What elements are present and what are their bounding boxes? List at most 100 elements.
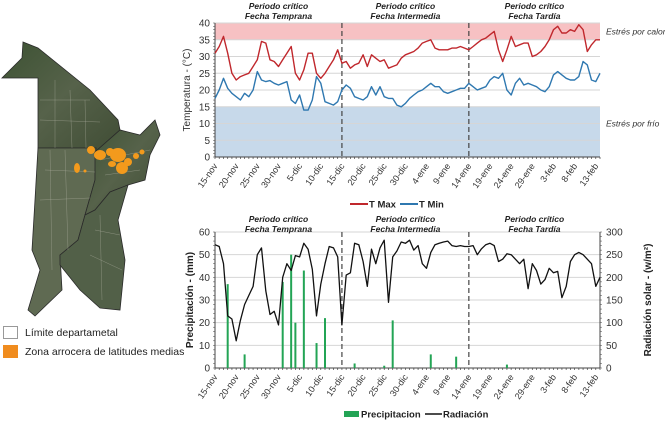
x-tick-label: 20-dic xyxy=(345,372,368,398)
period-label: Periodo crítico xyxy=(376,214,436,224)
y2-tick-label: 250 xyxy=(606,250,623,261)
y2-tick-label: 100 xyxy=(606,318,623,329)
x-tick-label: 20-dic xyxy=(345,161,368,187)
y-tick-label: 5 xyxy=(204,136,210,147)
y-tick-label: 20 xyxy=(199,318,211,329)
x-tick-label: 15-dic xyxy=(324,372,347,398)
x-tick-label: 29-ene xyxy=(513,372,537,401)
x-tick-label: 15-dic xyxy=(324,161,347,187)
y-tick-label: 30 xyxy=(199,52,211,63)
period-date-label: Fecha Intermedia xyxy=(370,11,440,21)
x-tick-label: 20-nov xyxy=(217,372,241,401)
tmax-line xyxy=(214,24,600,81)
precip-bar xyxy=(353,363,356,368)
x-tick-label: 5-dic xyxy=(285,372,305,394)
x-tick-label: 15-nov xyxy=(196,372,220,401)
map-legend-label: Zona arrocera de latitudes medias xyxy=(25,345,185,358)
precip-bar xyxy=(226,284,229,368)
y-tick-label: 40 xyxy=(199,19,211,30)
precip-bar xyxy=(281,281,284,368)
precip-bar xyxy=(243,354,246,368)
x-tick-label: 25-nov xyxy=(238,161,262,190)
x-tick-label: 9-ene xyxy=(431,161,452,186)
x-tick-label: 30-nov xyxy=(259,372,283,401)
y2-tick-label: 150 xyxy=(606,296,623,307)
map-legend-rice-zone: Zona arrocera de latitudes medias xyxy=(3,345,184,358)
radiation-line xyxy=(214,239,601,342)
x-tick-label: 13-feb xyxy=(578,372,601,399)
legend-rad-label: Radiación xyxy=(443,410,489,421)
period-label: Periodo crítico xyxy=(376,1,436,11)
cold-stress-band xyxy=(215,106,600,157)
x-tick-label: 14-ene xyxy=(449,161,473,190)
y-tick-label: 25 xyxy=(199,69,211,80)
x-tick-label: 19-ene xyxy=(470,372,494,401)
y-axis-title: Precipitación - (mm) xyxy=(185,252,196,348)
y-tick-label: 20 xyxy=(199,86,211,97)
x-tick-label: 9-ene xyxy=(431,372,452,397)
y-tick-label: 40 xyxy=(199,273,211,284)
x-tick-label: 10-dic xyxy=(303,372,326,398)
y-tick-label: 30 xyxy=(199,296,211,307)
precip-bar xyxy=(455,356,458,368)
heat-stress-band xyxy=(215,23,600,40)
y-tick-label: 50 xyxy=(199,250,211,261)
precip-bar xyxy=(505,364,508,368)
y-tick-label: 0 xyxy=(204,364,210,375)
x-tick-label: 20-nov xyxy=(217,161,241,190)
period-date-label: Fecha Temprana xyxy=(245,11,313,21)
map-province-south xyxy=(59,184,129,311)
x-tick-label: 30-dic xyxy=(388,161,411,187)
legend-tmin-label: T Min xyxy=(419,200,444,211)
x-tick-label: 30-nov xyxy=(259,161,283,190)
x-tick-label: 30-dic xyxy=(388,372,411,398)
precip-bar xyxy=(324,318,326,368)
heat-stress-label: Estrés por calor xyxy=(606,26,665,36)
x-tick-label: 5-dic xyxy=(285,161,305,183)
y-tick-label: 35 xyxy=(199,35,211,46)
x-tick-label: 24-ene xyxy=(492,161,516,190)
map-legend-boundary: Límite departametal xyxy=(3,326,118,339)
y-tick-label: 60 xyxy=(199,228,211,239)
y2-tick-label: 200 xyxy=(606,273,623,284)
x-tick-label: 8-feb xyxy=(559,161,579,184)
x-tick-label: 14-ene xyxy=(449,372,473,401)
precip-bar xyxy=(290,254,293,368)
y-tick-label: 0 xyxy=(204,153,210,164)
precip-bar xyxy=(302,270,305,368)
x-tick-label: 24-ene xyxy=(492,372,516,401)
x-tick-label: 25-dic xyxy=(367,372,390,398)
precip-bar xyxy=(391,320,394,368)
x-tick-label: 19-ene xyxy=(470,161,494,190)
y-tick-label: 10 xyxy=(199,119,211,130)
x-tick-label: 4-ene xyxy=(410,372,431,397)
period-date-label: Fecha Temprana xyxy=(245,224,313,234)
y2-tick-label: 300 xyxy=(606,228,623,239)
precip-radiation-chart: 0 10 20 30 40 50 60 0 50 100 150 200 250 300 Precipita… xyxy=(185,214,654,421)
boundary-swatch-icon xyxy=(3,326,18,339)
x-tick-label: 4-ene xyxy=(410,161,431,186)
x-tick-label: 25-nov xyxy=(238,372,262,401)
period-date-label: Fecha Intermedia xyxy=(370,224,440,234)
y2-tick-label: 50 xyxy=(606,341,618,352)
period-label: Periodo crítico xyxy=(249,1,309,11)
x-tick-label: 10-dic xyxy=(303,161,326,187)
x-tick-label: 29-ene xyxy=(513,161,537,190)
precip-bar xyxy=(294,322,297,368)
cold-stress-label: Estrés por frío xyxy=(606,119,660,129)
y2-tick-label: 0 xyxy=(606,364,612,375)
map-legend-label: Límite departametal xyxy=(25,326,118,339)
period-label: Periodo crítico xyxy=(505,1,565,11)
rice-zone-swatch-icon xyxy=(3,345,18,358)
legend-tmax-label: T Max xyxy=(369,200,397,211)
period-date-label: Fecha Tardía xyxy=(508,224,560,234)
y2-axis-title: Radiación solar - (w/m²) xyxy=(643,244,654,357)
temperature-chart: 0 5 10 15 20 25 30 35 40 Temperatura - (°C) 15-nov… xyxy=(182,1,665,211)
precip-bar xyxy=(383,365,386,368)
tmin-line xyxy=(214,60,601,111)
region-map xyxy=(0,40,180,320)
precip-bar xyxy=(429,354,432,368)
legend-precip-label: Precipitacion xyxy=(361,410,421,421)
period-label: Periodo crítico xyxy=(505,214,565,224)
